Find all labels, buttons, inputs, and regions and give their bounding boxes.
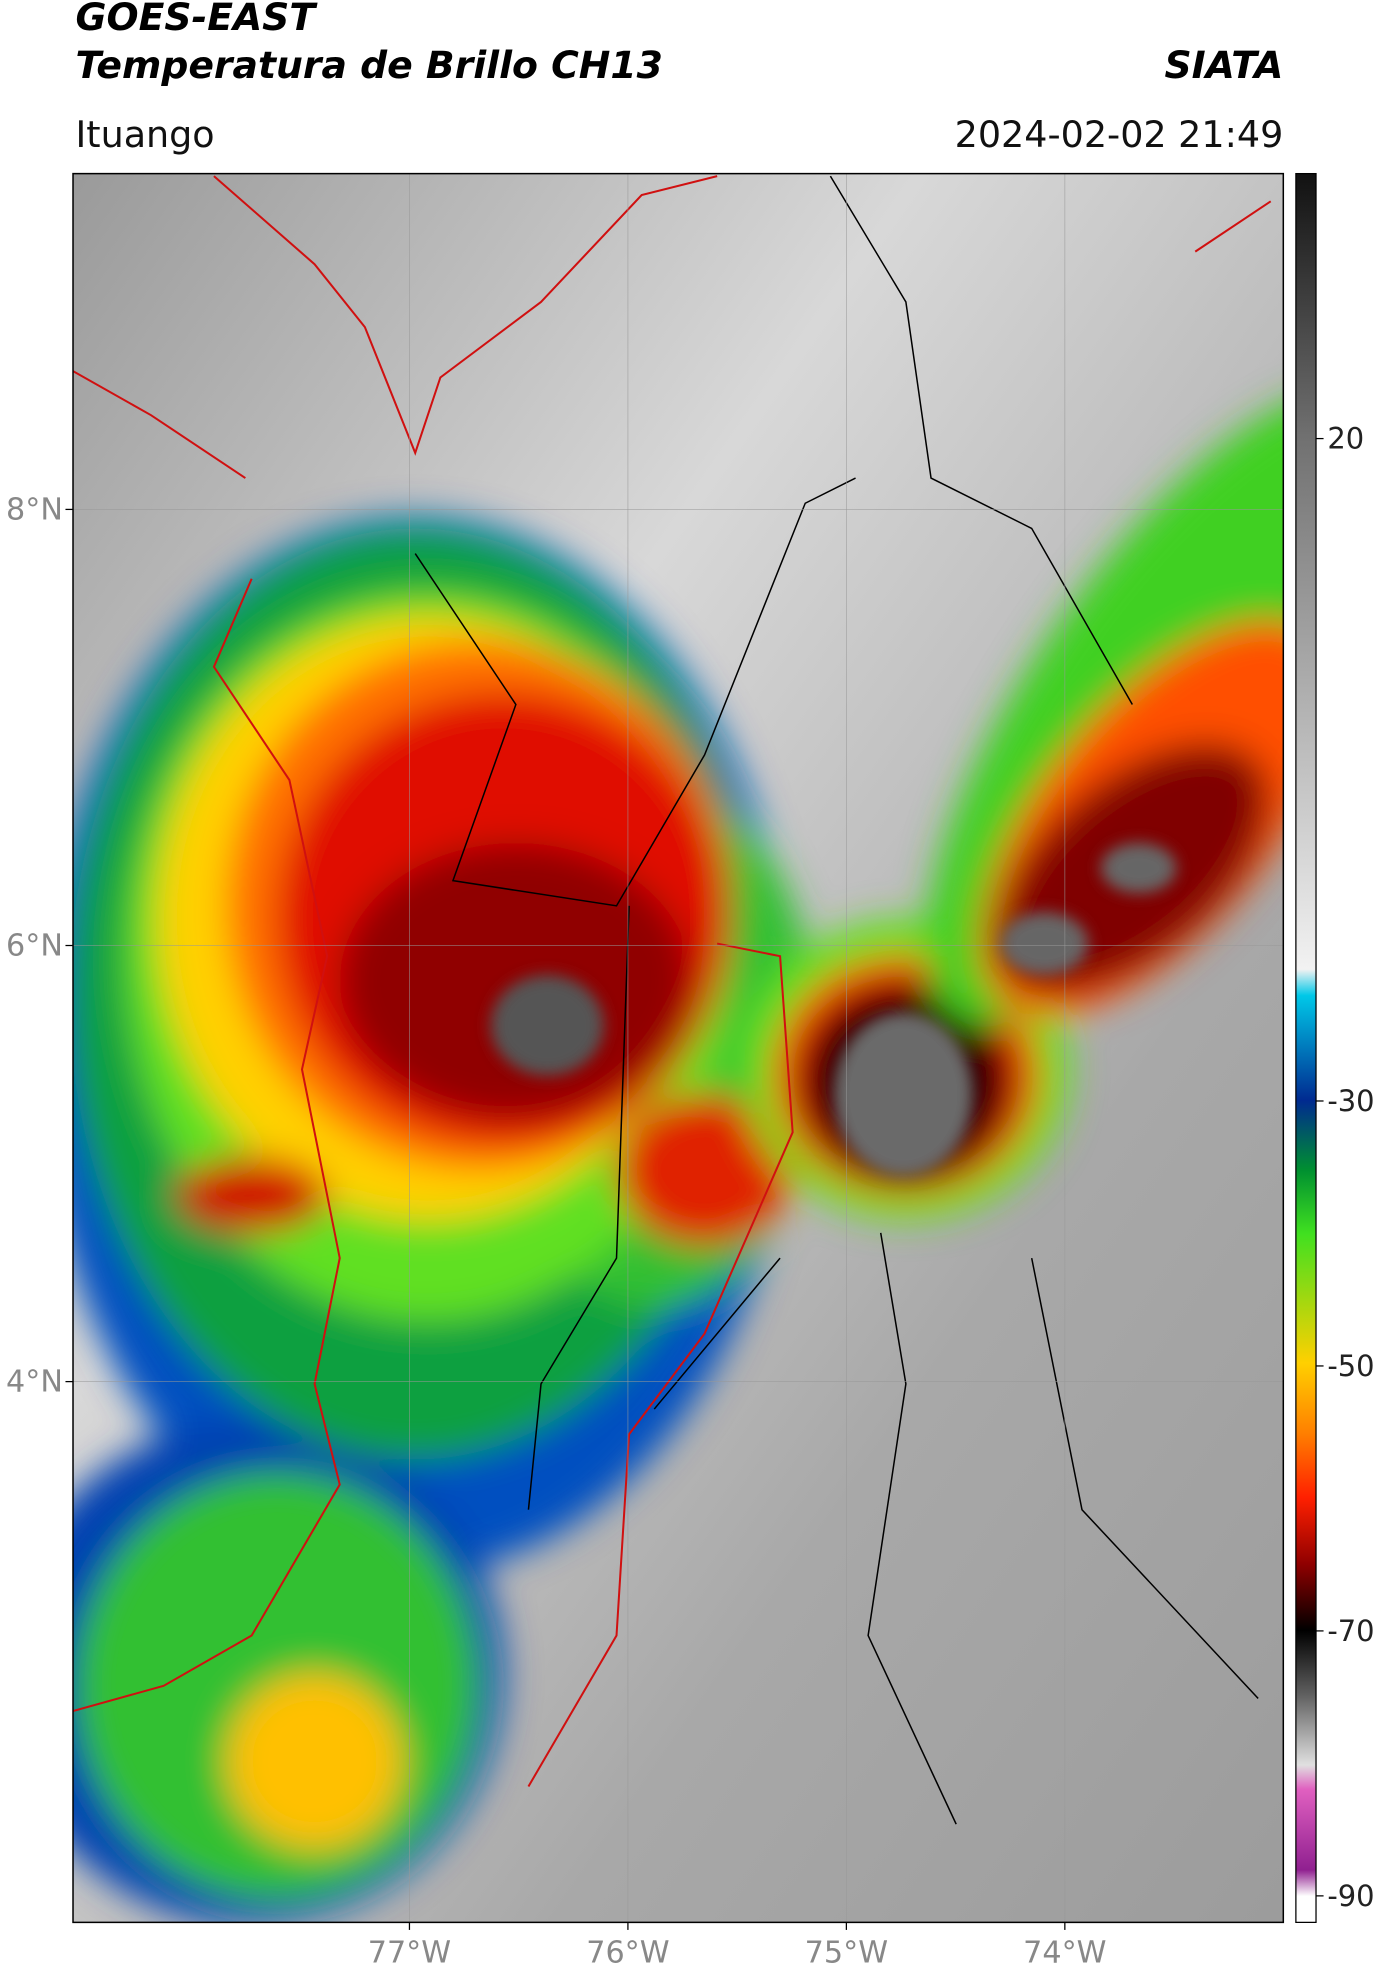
colorbar-tick-label: -70 [1327, 1614, 1374, 1648]
x-tick-label: 77°W [368, 1936, 451, 1971]
x-tick-label: 76°W [586, 1936, 669, 1971]
datetime: 2024-02-02 21:49 [955, 113, 1284, 156]
satellite-image [73, 173, 1284, 1923]
colorbar-tick-label: 20 [1327, 422, 1364, 456]
map-frame [72, 172, 1285, 1924]
graticule [73, 173, 1284, 1923]
colorbar-tick-label: -50 [1327, 1349, 1374, 1383]
y-tick-label: 8°N [6, 492, 63, 527]
x-tick-label: 74°W [1023, 1936, 1106, 1971]
credit: SIATA [1164, 43, 1283, 87]
subtitle: Temperatura de Brillo CH13 [76, 43, 663, 87]
colorbar [1295, 172, 1317, 1924]
colorbar-tick-label: -30 [1327, 1084, 1374, 1118]
location: Ituango [76, 113, 215, 156]
colorbar-tick-label: -90 [1327, 1879, 1374, 1913]
y-tick-label: 4°N [6, 1365, 63, 1400]
y-tick-label: 6°N [6, 929, 63, 964]
x-tick-label: 75°W [805, 1936, 888, 1971]
title: GOES-EAST [76, 0, 319, 39]
